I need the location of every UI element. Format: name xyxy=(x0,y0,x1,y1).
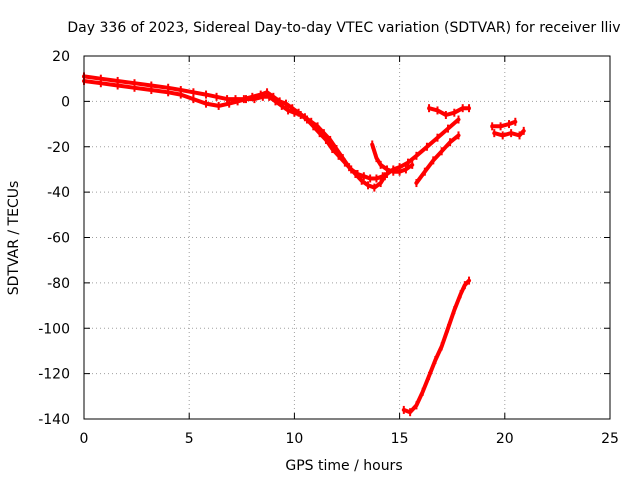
data-series xyxy=(82,72,526,417)
data-trace xyxy=(401,278,471,415)
y-tick-label: -140 xyxy=(38,412,70,428)
x-axis-label: GPS time / hours xyxy=(285,458,402,474)
data-trace xyxy=(490,119,518,129)
x-tick-label: 10 xyxy=(285,431,303,447)
y-tick-label: -100 xyxy=(38,321,70,337)
y-tick-label: -60 xyxy=(47,231,70,247)
y-tick-label: -40 xyxy=(47,185,70,201)
x-tick-label: 0 xyxy=(80,431,89,447)
grid xyxy=(84,56,610,419)
data-trace xyxy=(427,106,471,117)
y-axis-label: SDTVAR / TECUs xyxy=(6,181,22,296)
y-tick-label: -20 xyxy=(47,140,70,156)
plot-frame xyxy=(83,55,611,420)
data-trace xyxy=(82,74,387,190)
y-tick-label: -120 xyxy=(38,367,70,383)
y-tick-label: 0 xyxy=(61,94,70,110)
y-tick-label: 20 xyxy=(52,49,70,65)
ticks: 20 0 -20 -40 -60 -80 -100 -120 -140 0 5 10 15 20 25 xyxy=(38,49,619,447)
x-tick-label: 25 xyxy=(601,431,619,447)
x-tick-label: 5 xyxy=(185,431,194,447)
x-tick-label: 20 xyxy=(496,431,514,447)
chart-title: Day 336 of 2023, Sidereal Day-to-day VTE… xyxy=(67,20,620,36)
x-tick-label: 15 xyxy=(391,431,409,447)
data-trace xyxy=(414,133,461,185)
y-tick-label: -80 xyxy=(47,276,70,292)
